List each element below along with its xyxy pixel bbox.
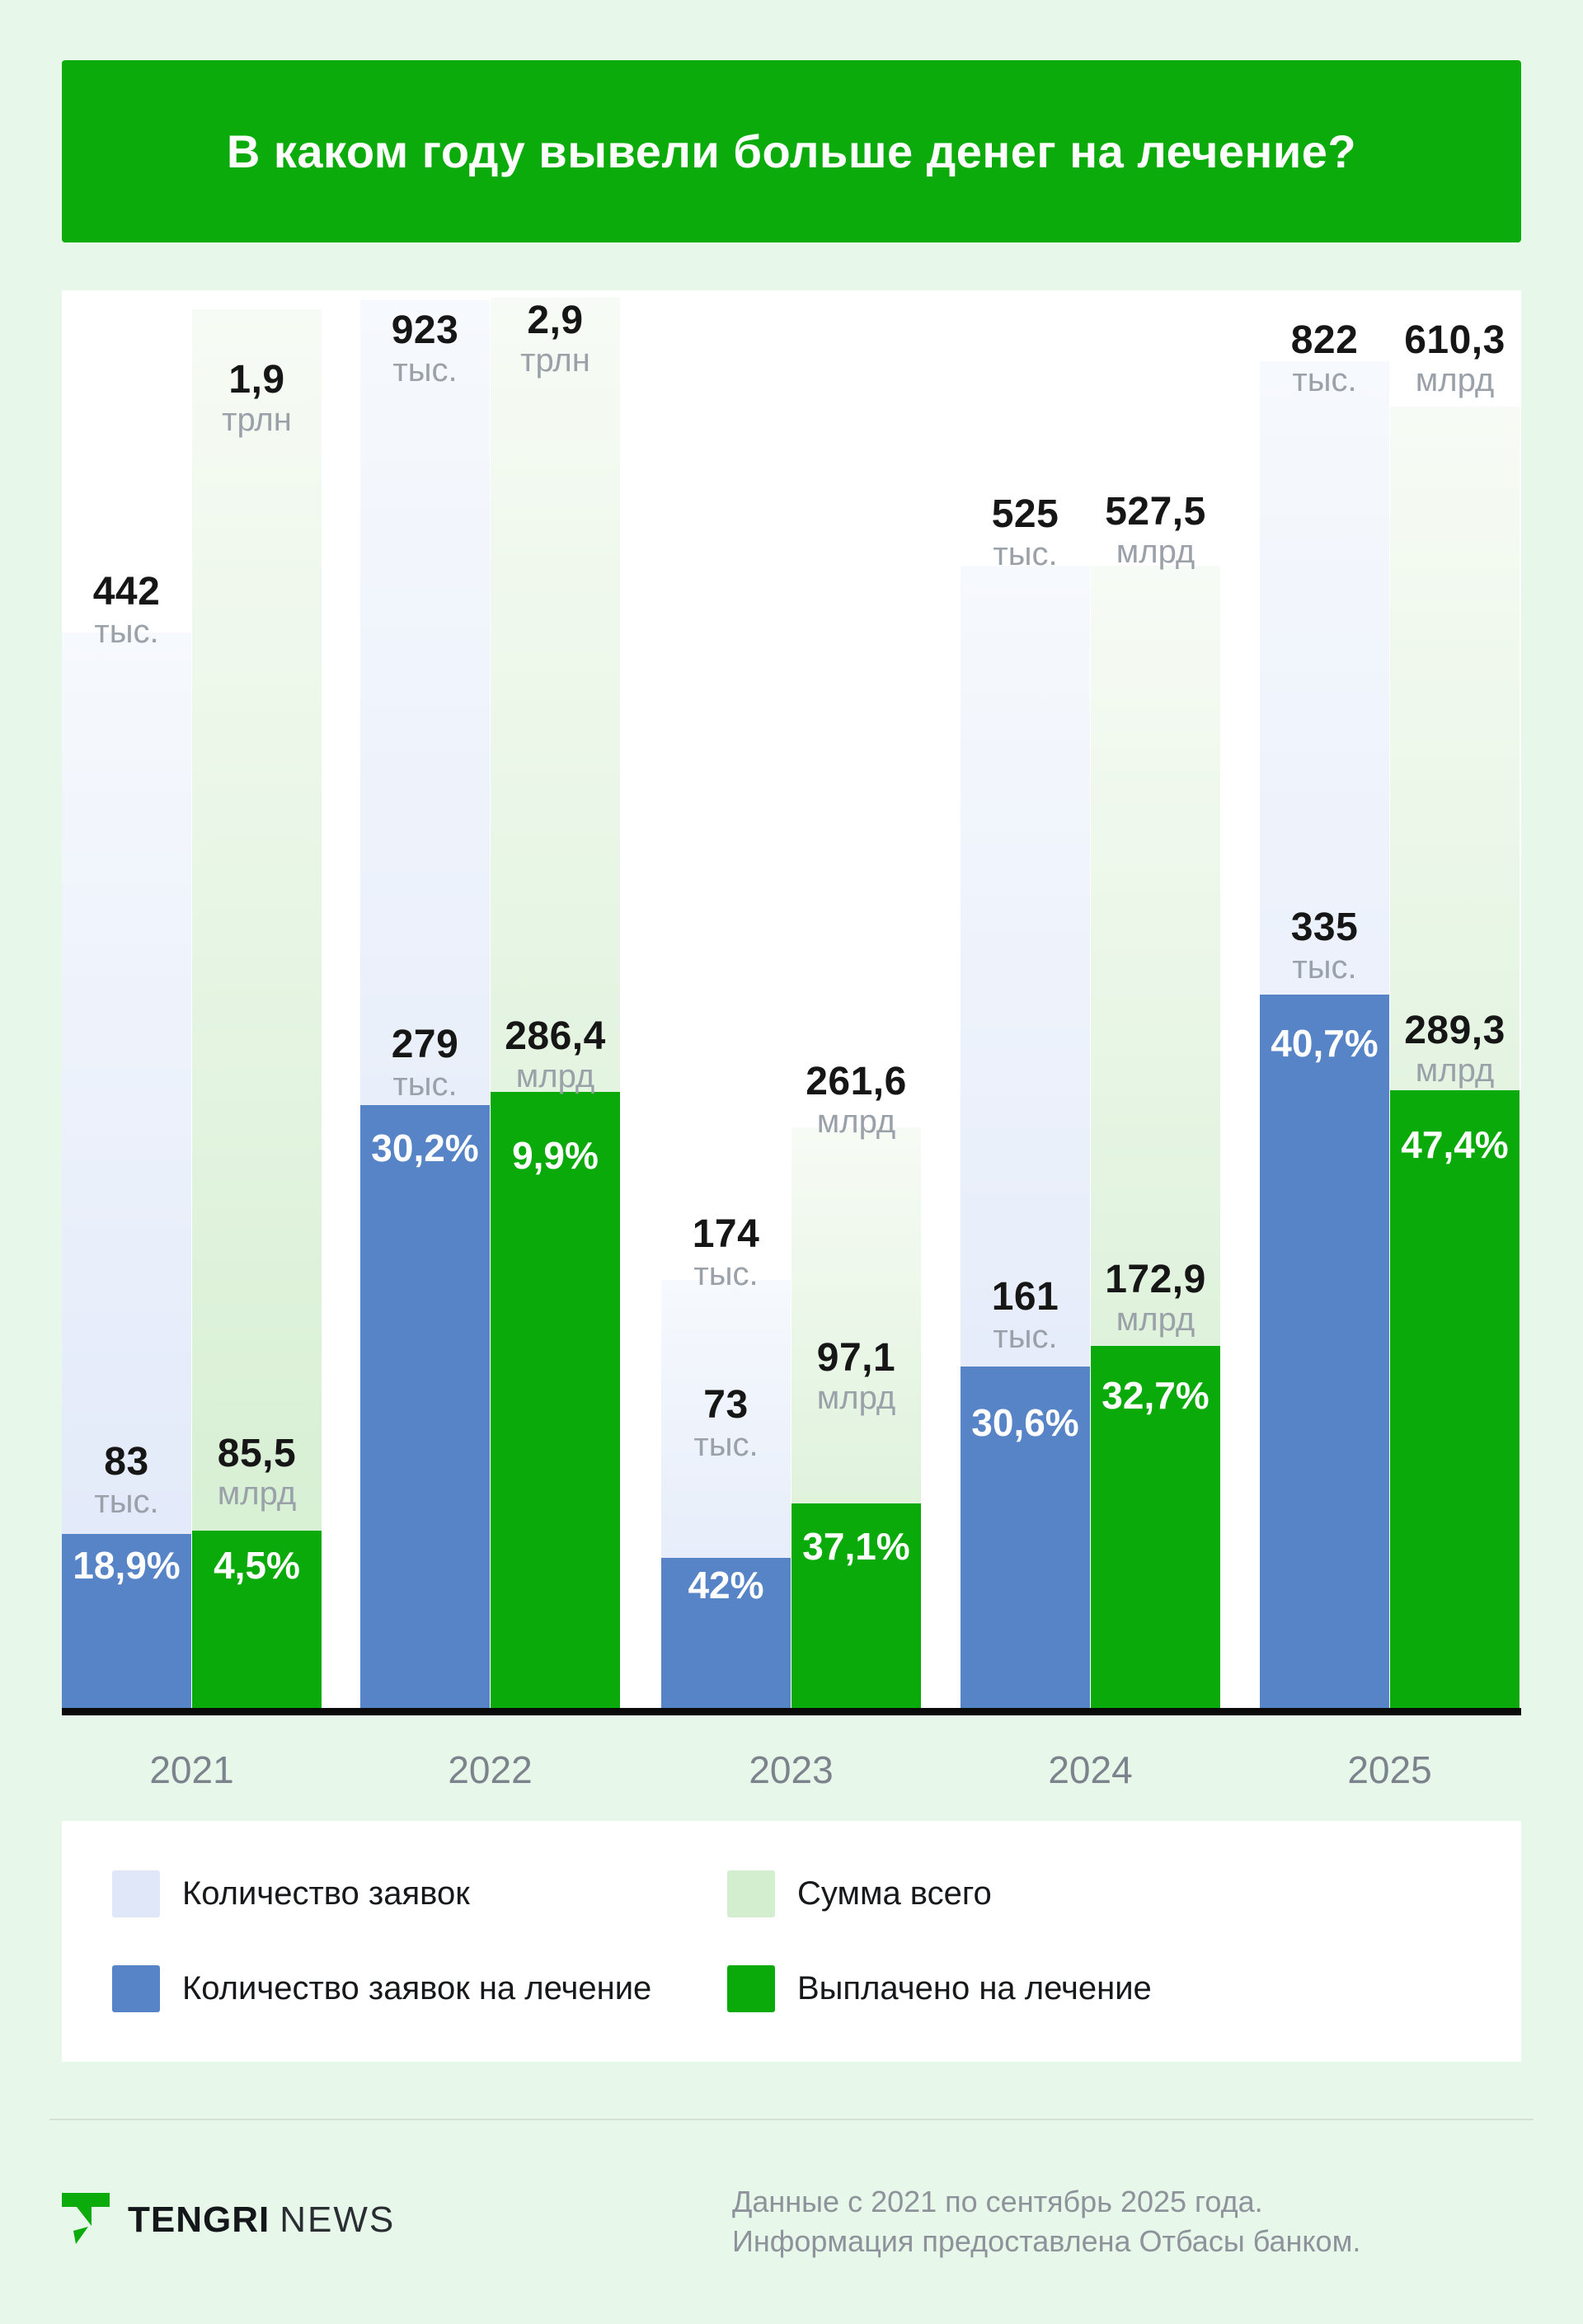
label-applications: 174 тыс. [692, 1212, 760, 1293]
percent-applications-treatment: 30,2% [371, 1127, 479, 1169]
legend-swatch-dark-green [727, 1965, 775, 2012]
bar-paid-treatment [792, 1503, 921, 1708]
tengrinews-logo: TENGRI NEWS [62, 2187, 395, 2253]
percent-applications-treatment: 42% [688, 1564, 764, 1607]
bar-applications [62, 633, 191, 1708]
legend: Количество заявок Сумма всего Количество… [62, 1821, 1521, 2062]
bar-paid-treatment [1390, 1090, 1520, 1708]
bar-applications-treatment [661, 1558, 791, 1708]
bar-paid-treatment [491, 1092, 620, 1708]
x-tick-2024: 2024 [1048, 1748, 1133, 1791]
label-total-sum: 261,6 млрд [806, 1060, 907, 1141]
percent-applications-treatment: 30,6% [971, 1401, 1079, 1444]
label-total-sum: 2,9 трлн [520, 299, 590, 379]
footer-divider [49, 2119, 1534, 2120]
x-tick-2025: 2025 [1347, 1748, 1432, 1791]
legend-swatch-light-blue [112, 1870, 160, 1917]
year-group-2025: 822 тыс. 610,3 млрд 335 тыс. 289,3 млрд … [1260, 290, 1520, 1708]
legend-item-total-sum: Сумма всего [727, 1870, 992, 1917]
x-tick-2021: 2021 [149, 1748, 234, 1791]
label-applications: 442 тыс. [92, 570, 161, 651]
label-paid-treatment: 172,9 млрд [1105, 1258, 1206, 1338]
bar-applications-treatment [360, 1105, 490, 1708]
label-paid-treatment: 97,1 млрд [816, 1336, 896, 1417]
logo-text-secondary: NEWS [279, 2199, 396, 2240]
percent-applications-treatment: 40,7% [1271, 1022, 1379, 1065]
bar-paid-treatment [1091, 1346, 1220, 1708]
percent-applications-treatment: 18,9% [73, 1544, 181, 1587]
label-paid-treatment: 85,5 млрд [217, 1432, 297, 1512]
label-applications: 525 тыс. [991, 492, 1059, 573]
label-applications-treatment: 83 тыс. [94, 1440, 159, 1521]
bar-applications-treatment [1260, 995, 1389, 1708]
bar-applications-treatment [961, 1367, 1090, 1708]
label-applications-treatment: 279 тыс. [391, 1023, 459, 1103]
legend-swatch-dark-blue [112, 1965, 160, 2012]
label-applications: 923 тыс. [391, 308, 459, 389]
label-applications-treatment: 335 тыс. [1290, 906, 1359, 986]
year-group-2021: 442 тыс. 1,9 трлн 83 тыс. 85,5 млрд 18,9… [62, 290, 322, 1708]
label-applications: 822 тыс. [1290, 318, 1359, 399]
chart-area: 442 тыс. 1,9 трлн 83 тыс. 85,5 млрд 18,9… [62, 290, 1521, 1708]
legend-item-paid-treatment: Выплачено на лечение [727, 1965, 1152, 2012]
data-source-note: Данные с 2021 по сентябрь 2025 года. Инф… [732, 2182, 1360, 2261]
year-group-2022: 923 тыс. 2,9 трлн 279 тыс. 286,4 млрд 30… [360, 290, 620, 1708]
legend-item-applications: Количество заявок [112, 1870, 470, 1917]
percent-paid-treatment: 4,5% [214, 1544, 300, 1587]
label-applications-treatment: 73 тыс. [693, 1383, 759, 1464]
legend-swatch-light-green [727, 1870, 775, 1917]
percent-paid-treatment: 37,1% [802, 1525, 910, 1568]
year-group-2023: 174 тыс. 261,6 млрд 73 тыс. 97,1 млрд 42… [661, 290, 921, 1708]
label-total-sum: 610,3 млрд [1404, 318, 1505, 399]
percent-paid-treatment: 47,4% [1401, 1123, 1509, 1166]
x-axis-line [62, 1708, 1521, 1715]
logo-text-primary: TENGRI [128, 2199, 270, 2240]
legend-item-applications-treatment: Количество заявок на лечение [112, 1965, 651, 2012]
label-paid-treatment: 289,3 млрд [1404, 1009, 1505, 1089]
bar-paid-treatment [192, 1531, 322, 1708]
percent-paid-treatment: 32,7% [1102, 1374, 1210, 1417]
year-group-2024: 525 тыс. 527,5 млрд 161 тыс. 172,9 млрд … [961, 290, 1220, 1708]
bar-applications-treatment [62, 1534, 191, 1708]
bar-total-sum [192, 309, 322, 1708]
label-paid-treatment: 286,4 млрд [505, 1014, 606, 1095]
percent-paid-treatment: 9,9% [512, 1134, 599, 1177]
label-total-sum: 527,5 млрд [1105, 490, 1206, 571]
source-line-1: Данные с 2021 по сентябрь 2025 года. [732, 2185, 1263, 2218]
label-total-sum: 1,9 трлн [222, 358, 292, 439]
source-line-2: Информация предоставлена Отбасы банком. [732, 2224, 1361, 2258]
page-title: В каком году вывели больше денег на лече… [226, 125, 1357, 177]
tengri-flag-icon [62, 2193, 110, 2244]
title-banner: В каком году вывели больше денег на лече… [62, 60, 1521, 242]
x-tick-2022: 2022 [448, 1748, 533, 1791]
label-applications-treatment: 161 тыс. [991, 1275, 1059, 1356]
x-tick-2023: 2023 [749, 1748, 834, 1791]
